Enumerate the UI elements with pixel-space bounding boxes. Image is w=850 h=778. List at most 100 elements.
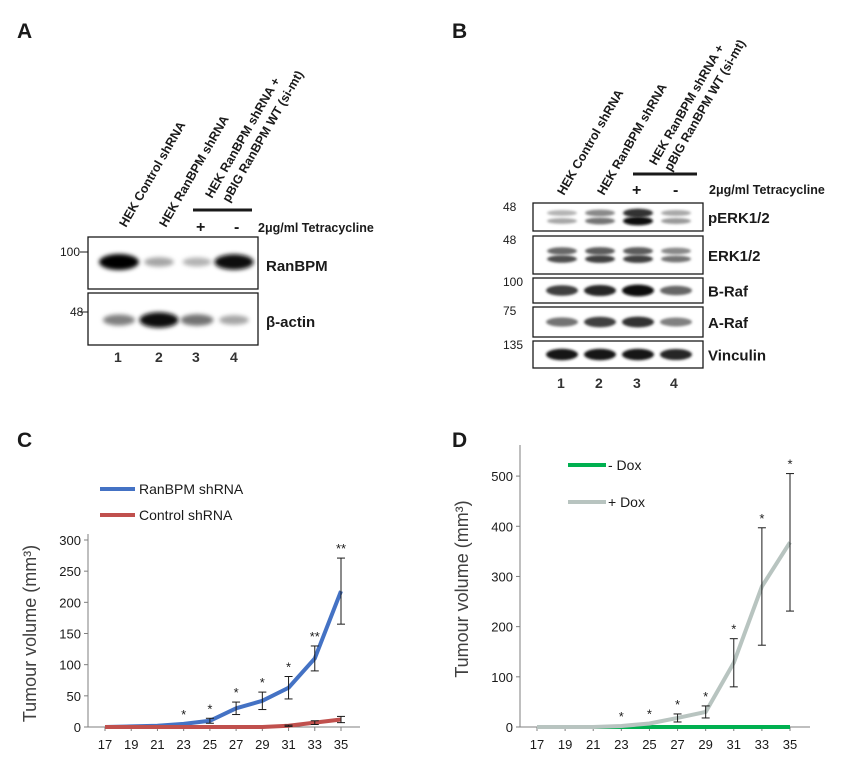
significance-marker: * (675, 697, 680, 712)
x-tick-label: 19 (558, 737, 572, 752)
panel-b-blot-vinculin: 135 Vinculin (503, 338, 766, 369)
blot-band (99, 254, 139, 270)
significance-marker: * (703, 689, 708, 704)
blot-band (144, 257, 174, 267)
lane-number: 1 (557, 375, 565, 391)
blot-band (547, 255, 577, 263)
chart-d: 0 100 200 300 400 500 17 19 21 23 25 27 29 31 33 35 Tumo… (452, 445, 810, 752)
y-tick-label: 500 (491, 469, 513, 484)
band-label: ERK1/2 (708, 248, 761, 265)
band-label: A-Raf (708, 315, 749, 332)
significance-marker: * (181, 707, 186, 722)
legend-label: - Dox (608, 457, 641, 473)
y-tick-label: 400 (491, 519, 513, 534)
x-tick-label: 31 (281, 737, 295, 752)
minus-sign: - (673, 182, 678, 199)
mw-marker: 48 (70, 305, 84, 319)
x-tick-label: 29 (255, 737, 269, 752)
band-label: B-Raf (708, 284, 749, 301)
x-tick-label: 19 (124, 737, 138, 752)
y-tick-label: 0 (74, 720, 81, 735)
mw-marker: 48 (503, 200, 517, 214)
x-tick-label: 25 (203, 737, 217, 752)
lane-number: 4 (670, 375, 678, 391)
x-tick-label: 17 (98, 737, 112, 752)
blot-band (622, 348, 654, 361)
y-tick-label: 250 (59, 564, 81, 579)
y-tick-label: 300 (59, 533, 81, 548)
blot-band (623, 208, 653, 218)
y-tick-label: 50 (67, 689, 81, 704)
significance-marker: ** (310, 629, 320, 644)
y-tick-label: 200 (59, 595, 81, 610)
legend-label: + Dox (608, 494, 645, 510)
significance-marker: * (787, 457, 792, 472)
lane-number: 2 (595, 375, 603, 391)
x-tick-label: 35 (334, 737, 348, 752)
blot-band (547, 218, 577, 224)
blot-band (622, 316, 654, 328)
blot-band (661, 210, 691, 216)
significance-marker: * (286, 660, 291, 675)
y-tick-label: 100 (491, 670, 513, 685)
blot-band (547, 247, 577, 255)
panel-b-blot-erk1-2: 48 ERK1/2 (503, 233, 761, 275)
blot-band (585, 255, 615, 263)
mw-marker: 135 (503, 338, 523, 352)
panel-a-lane-labels: HEK Control shRNA HEK RanBPM shRNA HEK R… (116, 68, 306, 229)
panel-b-blot-b-raf: 100 B-Raf (503, 275, 749, 304)
legend-label: RanBPM shRNA (139, 481, 244, 497)
x-tick-label: 27 (229, 737, 243, 752)
blot-band (139, 312, 179, 328)
blot-band (585, 247, 615, 255)
x-tick-label: 33 (308, 737, 322, 752)
x-tick-label: 35 (783, 737, 797, 752)
y-axis-label: Tumour volume (mm³) (20, 545, 40, 722)
x-tick-label: 23 (614, 737, 628, 752)
panel-c-letter: C (17, 429, 32, 452)
blot-band (584, 316, 616, 328)
series-line (537, 541, 792, 729)
x-tick-label: 23 (176, 737, 190, 752)
blot-band (547, 210, 577, 216)
panel-b-lane-numbers: 1 2 3 4 (557, 375, 678, 391)
tetracycline-label: 2μg/ml Tetracycline (258, 221, 374, 235)
y-axis-label: Tumour volume (mm³) (452, 500, 472, 677)
lane-number: 4 (230, 349, 238, 365)
mw-marker: 100 (60, 245, 80, 259)
blot-band (546, 348, 578, 361)
x-tick-label: 31 (727, 737, 741, 752)
plus-sign: + (632, 182, 641, 199)
significance-marker: * (647, 706, 652, 721)
panel-b-letter: B (452, 20, 467, 43)
panel-a-lane-numbers: 1 2 3 4 (114, 349, 238, 365)
blot-band (584, 348, 616, 361)
lane-number: 3 (192, 349, 200, 365)
chart-c: 0 50 100 150 200 250 300 17 19 21 23 25 27 29 31 33 35 Tu… (20, 481, 360, 752)
panel-d-letter: D (452, 429, 467, 452)
band-label-actin: β-actin (266, 314, 315, 331)
blot-band (214, 254, 254, 270)
band-label: pERK1/2 (708, 210, 770, 227)
y-tick-label: 100 (59, 658, 81, 673)
blot-band (584, 284, 616, 297)
blot-band (585, 217, 615, 225)
blot-band (660, 285, 692, 296)
y-tick-label: 0 (506, 720, 513, 735)
panel-b-blot-perk1-2: 48 pERK1/2 (503, 200, 770, 232)
significance-marker: * (619, 709, 624, 724)
x-tick-label: 21 (150, 737, 164, 752)
lane-number: 1 (114, 349, 122, 365)
blot-band (622, 284, 654, 297)
minus-sign: - (234, 219, 239, 236)
blot-band (219, 315, 249, 325)
blot-band (661, 218, 691, 224)
x-tick-label: 27 (670, 737, 684, 752)
blot-band (623, 247, 653, 255)
blot-band (103, 314, 135, 326)
x-tick-label: 25 (642, 737, 656, 752)
band-label-ranbpm: RanBPM (266, 258, 328, 275)
mw-marker: 100 (503, 275, 523, 289)
panel-a-blot-ranbpm: 100 RanBPM (60, 236, 328, 290)
